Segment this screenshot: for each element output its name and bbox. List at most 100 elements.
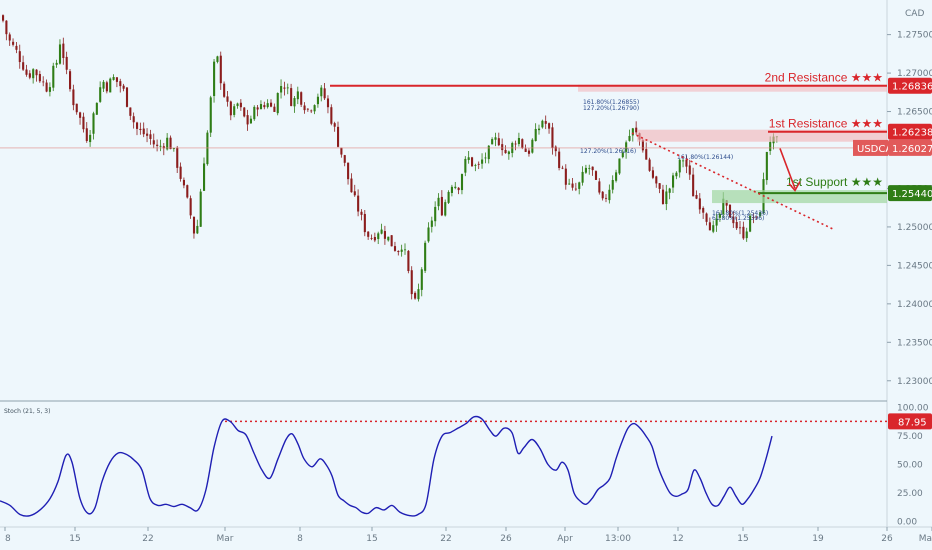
candle-body: [99, 87, 102, 102]
candle-body: [249, 118, 252, 124]
candle-body: [293, 98, 296, 107]
candle-body: [765, 151, 768, 181]
price-badge-current: 1.26027: [892, 144, 932, 155]
candle-body: [615, 172, 618, 181]
candle-body: [481, 159, 484, 164]
candle-body: [541, 120, 544, 128]
candle-body: [122, 85, 125, 89]
candle-body: [75, 103, 78, 113]
candle-body: [594, 171, 598, 180]
candle-body: [618, 158, 621, 174]
y-tick-label: 1.24500: [897, 261, 932, 271]
fib-label: 161.80%(1.26855): [583, 99, 639, 106]
candle-body: [253, 106, 256, 120]
candle-body: [501, 144, 504, 151]
support-zone: [712, 190, 887, 204]
candle-body: [705, 213, 708, 222]
candle-body: [635, 127, 638, 133]
candle-body: [504, 149, 507, 154]
candle-body: [390, 235, 393, 247]
x-tick-label: 22: [142, 534, 153, 544]
candle-body: [286, 87, 289, 89]
candle-body: [119, 81, 122, 87]
candle-body: [58, 44, 62, 64]
candle-body: [755, 216, 758, 218]
candle-body: [497, 138, 500, 146]
candle-body: [759, 212, 762, 217]
candle-body: [477, 163, 480, 165]
candle-body: [454, 186, 457, 189]
candle-body: [223, 83, 226, 97]
x-tick-label: 8: [297, 534, 303, 544]
x-tick-label: 15: [366, 534, 377, 544]
candle-body: [434, 206, 437, 222]
candle-body: [551, 127, 554, 148]
x-tick-label: 13:00: [605, 534, 631, 544]
candle-body: [182, 179, 185, 186]
candle-body: [15, 45, 18, 50]
candle-body: [702, 207, 705, 213]
candle-body: [698, 198, 701, 210]
candle-body: [538, 128, 541, 131]
candle-body: [558, 151, 561, 169]
x-tick-label: 15: [69, 534, 80, 544]
candle-body: [752, 217, 755, 219]
candle-body: [444, 202, 447, 216]
candle-body: [169, 137, 172, 150]
candle-body: [209, 97, 212, 133]
candle-body: [661, 189, 665, 204]
candle-body: [226, 96, 229, 102]
candle-body: [367, 231, 370, 237]
candle-body: [176, 147, 179, 168]
candle-body: [574, 188, 577, 190]
candle-body: [112, 76, 115, 80]
candle-body: [263, 105, 266, 108]
candle-body: [605, 197, 608, 199]
candle-body: [631, 128, 634, 136]
candle-body: [347, 162, 350, 180]
stoch-y-tick-label: 75.00: [897, 432, 923, 442]
candle-body: [199, 191, 202, 227]
level-label-1st-support: 1st Support ★★★: [786, 175, 883, 189]
candle-body: [92, 113, 95, 134]
candle-body: [276, 93, 279, 114]
candle-body: [373, 236, 376, 241]
candle-body: [256, 107, 259, 110]
candle-body: [360, 211, 363, 215]
candle-body: [270, 102, 273, 107]
candle-body: [246, 115, 249, 125]
candle-body: [460, 174, 464, 191]
stoch-series-line: [0, 415, 773, 517]
candle-body: [8, 34, 11, 41]
price-badge-1st-resistance: 1.26238: [892, 128, 932, 139]
candle-body: [578, 182, 581, 189]
candle-body: [648, 159, 651, 171]
candle-body: [380, 229, 383, 234]
price-badge-2nd-resistance-bg: [888, 77, 932, 94]
candle-body: [437, 197, 440, 207]
candle-body: [136, 122, 139, 129]
candle-body: [769, 142, 772, 152]
candle-body: [18, 51, 21, 63]
fib-label: 61.80%(1.25396): [712, 215, 764, 222]
candle-body: [708, 222, 711, 231]
candle-body: [628, 135, 631, 141]
candle-body: [38, 74, 41, 82]
candle-body: [186, 185, 189, 198]
candle-body: [658, 183, 661, 189]
candle-body: [32, 69, 35, 79]
candle-body: [517, 137, 520, 145]
candle-body: [383, 231, 386, 239]
candle-body: [172, 148, 175, 150]
candle-body: [206, 132, 209, 165]
candle-body: [621, 152, 624, 158]
candle-body: [62, 43, 65, 59]
candle-body: [514, 143, 517, 145]
candle-body: [189, 198, 192, 216]
candle-body: [48, 87, 51, 92]
x-tick-label: Apr: [557, 534, 573, 544]
forecast-arrow-head: [788, 181, 801, 192]
candle-body: [678, 159, 681, 173]
candle-body: [115, 77, 118, 82]
